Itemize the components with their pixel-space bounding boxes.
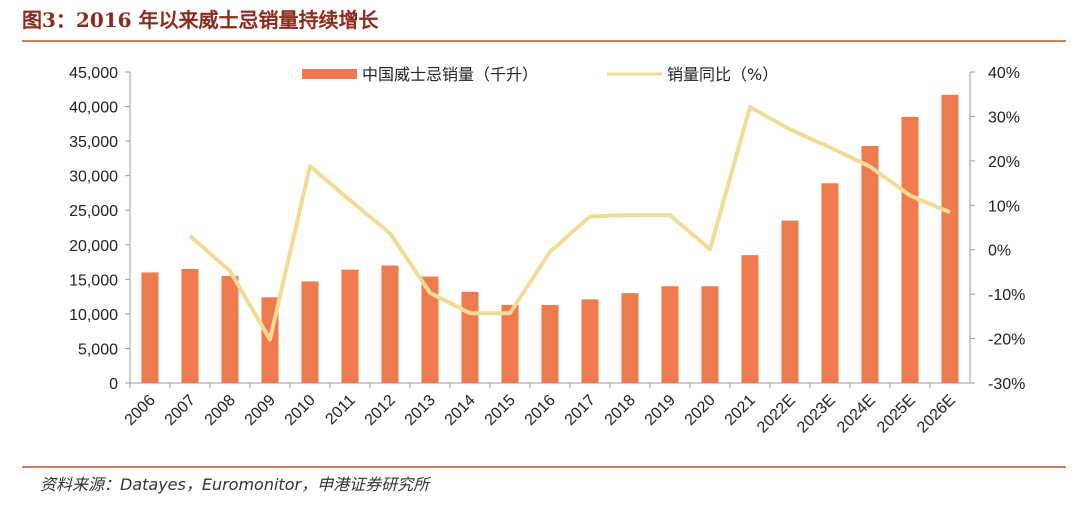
- bar: [861, 145, 879, 383]
- left-tick-label: 20,000: [69, 238, 118, 255]
- left-tick-label: 5,000: [78, 341, 118, 358]
- bar: [341, 269, 359, 383]
- bar: [661, 286, 679, 383]
- bar: [741, 255, 759, 383]
- left-tick-label: 45,000: [69, 65, 118, 82]
- x-tick-label: 2008: [202, 392, 239, 429]
- x-tick-label: 2021: [722, 392, 759, 429]
- legend: 中国威士忌销量（千升） 销量同比（%）: [302, 65, 778, 84]
- bar: [421, 276, 439, 383]
- x-tick-label: 2020: [682, 392, 719, 429]
- left-tick-label: 10,000: [69, 307, 118, 324]
- bar: [701, 286, 719, 383]
- x-tick-labels: 2006 2007 2008 2009 2010 2011 2012 2013 2014 2015…: [122, 383, 959, 437]
- right-tick-label: -20%: [988, 332, 1025, 349]
- bar: [461, 291, 479, 383]
- source-note: 资料来源：Datayes，Euromonitor，申港证券研究所: [40, 475, 430, 494]
- x-tick-label: 2010: [282, 392, 319, 429]
- bar-series: [141, 94, 959, 383]
- line-path: [188, 105, 951, 342]
- legend-bar-swatch: [302, 69, 357, 79]
- title-divider: [22, 40, 1066, 42]
- right-tick-label: 30%: [988, 109, 1020, 126]
- bar: [901, 116, 919, 383]
- x-tick-label: 2017: [562, 392, 599, 429]
- source-divider: [22, 466, 1066, 468]
- x-tick-label: 2016: [522, 392, 559, 429]
- x-tick-label: 2018: [602, 392, 639, 429]
- bar: [941, 94, 959, 383]
- x-tick-label: 2012: [362, 392, 399, 429]
- left-tick-label: 15,000: [69, 272, 118, 289]
- bar: [621, 293, 639, 383]
- x-tick-label: 2023E: [794, 392, 839, 437]
- bar: [781, 220, 799, 383]
- left-tick-label: 30,000: [69, 169, 118, 186]
- x-tick-label: 2019: [642, 392, 679, 429]
- x-tick-label: 2025E: [874, 392, 919, 437]
- left-tick-labels: 0 5,000 10,000 15,000 20,000 25,000 30,000 35,0…: [69, 65, 130, 393]
- chart: 0 5,000 10,000 15,000 20,000 25,000 30,000 35,0…: [69, 65, 1025, 437]
- x-tick-label: 2013: [402, 392, 439, 429]
- legend-bar-label: 中国威士忌销量（千升）: [362, 65, 538, 84]
- bar: [221, 275, 239, 383]
- right-tick-label: 10%: [988, 198, 1020, 215]
- x-tick-label: 2007: [162, 392, 199, 429]
- x-tick-label: 2026E: [914, 392, 959, 437]
- left-tick-label: 40,000: [69, 100, 118, 117]
- bar: [501, 304, 519, 383]
- x-tick-label: 2011: [322, 392, 358, 428]
- left-tick-label: 0: [109, 376, 118, 393]
- bar: [821, 183, 839, 383]
- right-tick-label: 0%: [988, 243, 1011, 260]
- x-tick-label: 2006: [122, 392, 159, 429]
- right-tick-label: 40%: [988, 65, 1020, 82]
- bar: [181, 268, 199, 383]
- right-tick-label: 20%: [988, 154, 1020, 171]
- x-tick-label: 2024E: [834, 392, 879, 437]
- legend-line-label: 销量同比（%）: [667, 65, 778, 84]
- x-tick-label: 2022E: [754, 392, 799, 437]
- chart-title: 图3：2016 年以来威士忌销量持续增长: [22, 8, 379, 32]
- right-tick-labels: -30% -20% -10% 0% 10% 20% 30% 40%: [970, 65, 1025, 393]
- bar: [541, 304, 559, 383]
- left-tick-label: 25,000: [69, 203, 118, 220]
- x-tick-label: 2009: [242, 392, 279, 429]
- x-tick-label: 2014: [442, 392, 479, 429]
- right-tick-label: -30%: [988, 376, 1025, 393]
- bar: [381, 265, 399, 383]
- bar: [581, 299, 599, 383]
- bar: [141, 272, 159, 383]
- right-tick-label: -10%: [988, 287, 1025, 304]
- line-series: [188, 105, 951, 342]
- x-tick-label: 2015: [482, 392, 519, 429]
- left-tick-label: 35,000: [69, 134, 118, 151]
- bar: [301, 281, 319, 383]
